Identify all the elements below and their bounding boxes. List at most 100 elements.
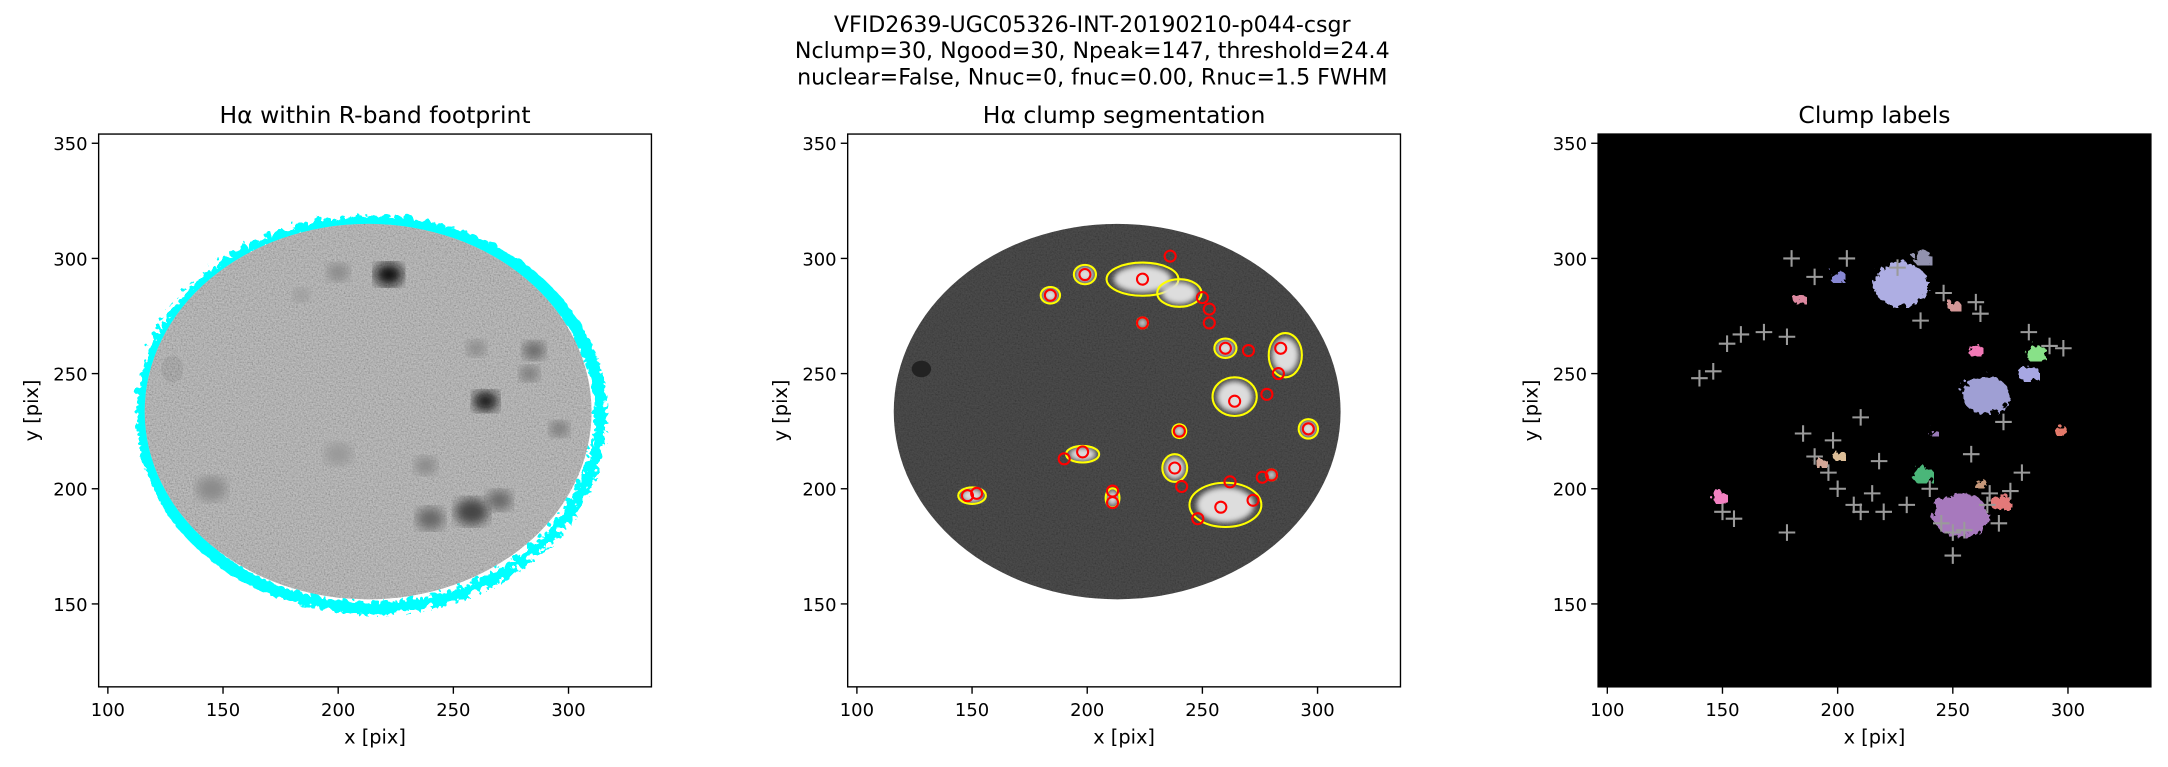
clump-marker — [1195, 291, 1209, 305]
x-tick-label: 100 — [840, 700, 874, 721]
clump-glow — [1161, 281, 1198, 305]
x-tick-label: 150 — [955, 700, 989, 721]
peak-marker — [1852, 503, 1869, 521]
clump-marker — [1135, 272, 1150, 286]
peak-marker — [1806, 448, 1823, 465]
peak-marker — [1875, 503, 1893, 521]
clump-marker — [1246, 493, 1260, 507]
peak-marker — [1829, 480, 1846, 498]
clump-glow — [1113, 265, 1172, 293]
y-axis-label: y [pix] — [769, 380, 792, 442]
clump-marker — [1172, 424, 1186, 438]
clump-contour — [1211, 376, 1258, 418]
peak-marker — [1714, 503, 1731, 521]
y-tick-label: 250 — [802, 365, 836, 386]
y-tick-label: 200 — [1553, 480, 1587, 501]
blob — [1827, 267, 1844, 282]
blob — [1830, 448, 1845, 460]
clump-contour — [957, 486, 987, 505]
peak-marker — [1691, 369, 1708, 387]
clump-marker — [1057, 452, 1071, 466]
blob — [196, 476, 227, 501]
x-tick-label: 150 — [206, 700, 240, 721]
x-tick-label: 300 — [551, 700, 585, 721]
blob — [1869, 259, 1926, 304]
peak-marker — [1863, 485, 1881, 502]
clump-marker — [1271, 367, 1285, 381]
blob — [2015, 362, 2038, 381]
clump-marker — [1241, 343, 1256, 358]
peak-marker — [1845, 496, 1863, 514]
clump-marker — [1191, 512, 1205, 526]
blob — [519, 365, 540, 382]
peak-marker — [1778, 328, 1796, 346]
x-tick-label: 200 — [1070, 700, 1104, 721]
clump-marker — [1264, 468, 1279, 482]
peak-marker — [1870, 452, 1888, 470]
panel-title: Hα clump segmentation — [983, 101, 1266, 129]
clump-glow — [1164, 456, 1185, 480]
blob — [522, 341, 546, 360]
x-axis-label: x [pix] — [1844, 726, 1906, 749]
peak-marker — [1979, 496, 1996, 514]
clump-contour — [1171, 423, 1188, 440]
peak-marker — [1838, 250, 1856, 267]
peak-marker — [1794, 425, 1812, 442]
blob — [1965, 341, 1982, 355]
clump-marker — [1175, 479, 1189, 494]
clump-marker — [970, 486, 984, 500]
blob — [375, 263, 403, 286]
clump-marker — [1223, 475, 1237, 489]
blob — [473, 391, 499, 412]
clump-marker — [1078, 267, 1092, 282]
peak-marker — [1944, 524, 1962, 541]
clump-marker — [1043, 288, 1057, 302]
blob — [293, 288, 310, 302]
clump-marker — [1202, 302, 1216, 316]
clump-marker — [1105, 484, 1120, 498]
x-tick-label: 300 — [2051, 700, 2085, 721]
blob — [414, 456, 437, 475]
y-tick-label: 250 — [53, 365, 87, 386]
panel: 100 150 200 250 300 150 200 250 300 350 Hα within … — [20, 101, 653, 749]
blob — [455, 498, 489, 526]
x-tick-label: 100 — [91, 700, 125, 721]
clump-glow — [1272, 337, 1299, 373]
y-tick-label: 300 — [1553, 249, 1587, 270]
blob — [466, 340, 487, 356]
clump-glow — [1267, 470, 1276, 480]
blob — [1945, 298, 1960, 311]
axes-frame — [97, 133, 653, 688]
clump-contour — [1297, 418, 1320, 440]
x-tick-label: 200 — [321, 700, 355, 721]
x-axis-label: x [pix] — [1093, 726, 1155, 749]
y-tick-label: 300 — [802, 249, 836, 270]
footprint-outline — [132, 212, 604, 612]
blob — [2051, 423, 2066, 435]
x-tick-label: 250 — [436, 700, 470, 721]
peak-marker — [1806, 268, 1823, 286]
y-tick-label: 250 — [1553, 365, 1587, 386]
peak-marker — [1981, 485, 1998, 502]
peak-marker — [1820, 464, 1837, 481]
x-tick-label: 100 — [1590, 700, 1624, 721]
y-axis-label: y [pix] — [1519, 380, 1542, 442]
clump-marker — [960, 489, 975, 503]
blob — [1959, 373, 2007, 411]
clump-marker — [1168, 461, 1182, 475]
peak-marker — [1898, 496, 1916, 514]
y-tick-label: 350 — [1553, 134, 1587, 155]
image — [1598, 134, 2151, 687]
clump-marker — [1218, 341, 1232, 355]
y-tick-label: 350 — [53, 134, 87, 155]
peak-marker — [1912, 312, 1929, 329]
y-tick-label: 150 — [1553, 595, 1587, 616]
figure-title: VFID2639-UGC05326-INT-20190210-p044-csgr — [834, 12, 1352, 38]
clump-marker — [1228, 394, 1242, 408]
blob — [1929, 489, 1986, 534]
figure-title: Nclump=30, Ngood=30, Npeak=147, threshol… — [795, 38, 1390, 64]
blob — [327, 263, 350, 282]
peak-marker — [1824, 432, 1842, 449]
peak-marker — [1932, 515, 1950, 532]
